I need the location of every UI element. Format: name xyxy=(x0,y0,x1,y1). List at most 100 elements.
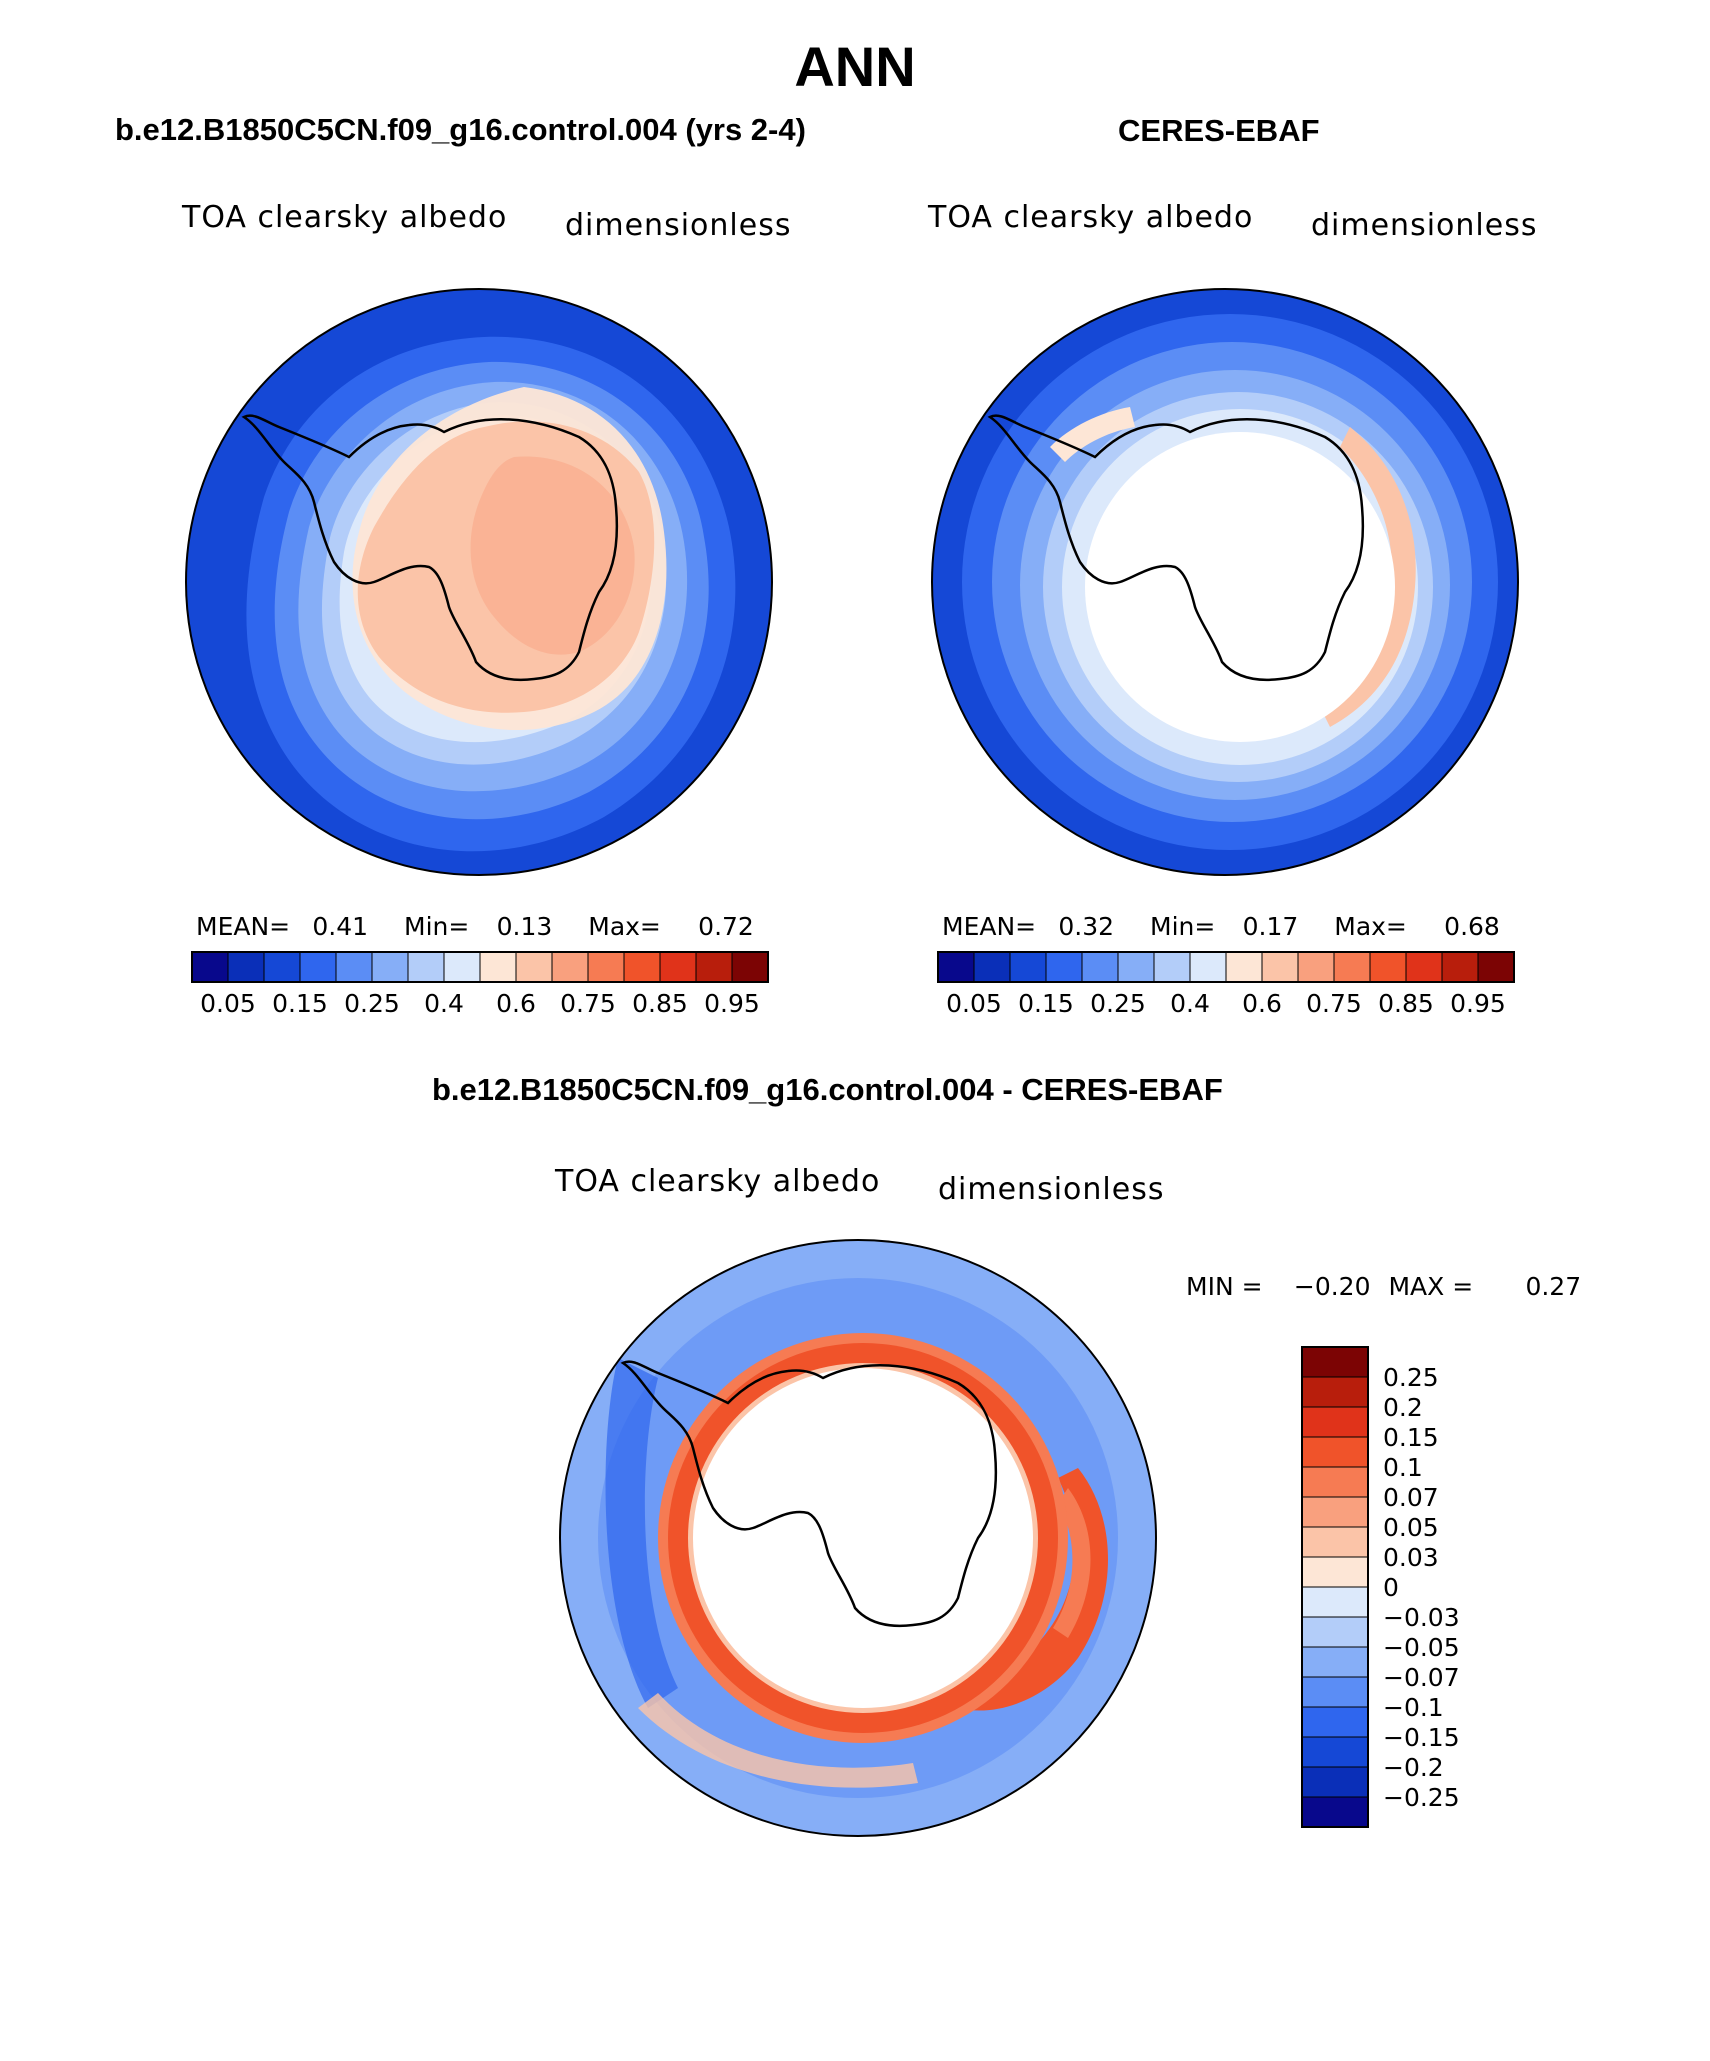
difference-colorbar-tick-label: −0.2 xyxy=(1383,1753,1444,1782)
panel-2-colorbar-swatch xyxy=(937,951,975,983)
difference-colorbar-frame xyxy=(1301,1346,1369,1828)
panel-2-colorbar-swatch xyxy=(973,951,1011,983)
panel-2-max-label: Max= xyxy=(1334,912,1407,941)
difference-colorbar-tick-label: 0.03 xyxy=(1383,1543,1439,1572)
difference-colorbar: 0.250.20.150.10.070.050.030−0.03−0.05−0.… xyxy=(1301,1346,1460,1828)
panel-3-max-value: 0.27 xyxy=(1525,1272,1582,1301)
panel-2-colorbar-tick-label: 0.6 xyxy=(1242,989,1282,1018)
difference-colorbar-tick-label: −0.25 xyxy=(1383,1783,1460,1812)
panel-2-colorbar-swatch xyxy=(1297,951,1335,983)
panel-1-title: b.e12.B1850C5CN.f09_g16.control.004 (yrs… xyxy=(115,112,806,147)
panel-1-map xyxy=(185,288,773,876)
panel-3-variable-label: TOA clearsky albedo xyxy=(555,1164,881,1199)
panel-1-units-label: dimensionless xyxy=(565,208,792,243)
panel-1-max-value: 0.72 xyxy=(698,912,754,941)
panel-2-colorbar-swatch xyxy=(1333,951,1371,983)
panel-2-mean-value: 0.32 xyxy=(1058,912,1115,941)
panel-2-colorbar-tick-label: 0.85 xyxy=(1378,989,1434,1018)
panel-2-stats: MEAN= 0.32 Min= 0.17 Max= 0.68 xyxy=(942,912,1500,941)
panel-2-colorbar: 0.05 0.15 0.25 0.4 0.6 0.75 0.85 0.95 xyxy=(937,951,1515,1018)
difference-colorbar-swatch xyxy=(1301,1466,1369,1498)
panel-2-colorbar-swatch xyxy=(1477,951,1515,983)
panel-2-colorbar-tick-label: 0.4 xyxy=(1170,989,1210,1018)
difference-colorbar-swatch xyxy=(1301,1586,1369,1618)
panel-1-colorbar-swatch xyxy=(479,951,517,983)
panel-1-mean-value: 0.41 xyxy=(312,912,369,941)
panel-2-units-label: dimensionless xyxy=(1311,208,1538,243)
difference-colorbar-tick-label: −0.03 xyxy=(1383,1603,1460,1632)
panel-1-max-label: Max= xyxy=(588,912,661,941)
difference-colorbar-swatch xyxy=(1301,1796,1369,1828)
panel-1-coastline xyxy=(241,414,619,682)
season-title: ANN xyxy=(794,35,916,98)
difference-colorbar-tick-label: −0.07 xyxy=(1383,1663,1460,1692)
panel-1-colorbar-tick-label: 0.85 xyxy=(632,989,688,1018)
difference-colorbar-tick-label: 0 xyxy=(1383,1573,1399,1602)
panel-2-coastline xyxy=(987,414,1365,682)
panel-3-min-label: MIN = xyxy=(1186,1272,1263,1301)
panel-2-colorbar-tick-label: 0.95 xyxy=(1450,989,1506,1018)
difference-colorbar-swatch xyxy=(1301,1436,1369,1468)
panel-2-colorbar-tick-label: 0.25 xyxy=(1090,989,1146,1018)
panel-1-colorbar-tick-label: 0.75 xyxy=(560,989,616,1018)
panel-1-colorbar-swatch xyxy=(263,951,301,983)
panel-1-variable-label: TOA clearsky albedo xyxy=(182,200,508,235)
difference-colorbar-tick-label: 0.05 xyxy=(1383,1513,1439,1542)
panel-3-map xyxy=(559,1239,1157,1837)
difference-colorbar-swatch xyxy=(1301,1496,1369,1528)
panel-1-colorbar-tick-label: 0.15 xyxy=(272,989,328,1018)
panel-1-colorbar-tick-label: 0.05 xyxy=(200,989,256,1018)
panel-2-colorbar-frame xyxy=(937,951,1515,983)
panel-1-colorbar-swatch xyxy=(587,951,625,983)
panel-1-colorbar-swatch xyxy=(191,951,229,983)
difference-colorbar-swatch xyxy=(1301,1706,1369,1738)
panel-3-min-value: −0.20 xyxy=(1293,1272,1371,1301)
difference-colorbar-tick-label: −0.15 xyxy=(1383,1723,1460,1752)
panel-1-min-label: Min= xyxy=(404,912,470,941)
panel-2-colorbar-tick-label: 0.05 xyxy=(946,989,1002,1018)
panel-1-colorbar-swatch xyxy=(443,951,481,983)
panel-1-colorbar-swatch xyxy=(407,951,445,983)
panel-1-colorbar: 0.05 0.15 0.25 0.4 0.6 0.75 0.85 0.95 xyxy=(191,951,769,1018)
difference-colorbar-tick-label: 0.07 xyxy=(1383,1483,1439,1512)
panel-1-colorbar-swatch xyxy=(659,951,697,983)
panel-1-colorbar-tick-label: 0.4 xyxy=(424,989,464,1018)
panel-1-colorbar-swatch xyxy=(335,951,373,983)
panel-2-map xyxy=(931,288,1519,876)
difference-colorbar-tick-label: −0.1 xyxy=(1383,1693,1444,1722)
panel-1-colorbar-swatch xyxy=(515,951,553,983)
difference-colorbar-swatch xyxy=(1301,1526,1369,1558)
panel-2-colorbar-tick-label: 0.75 xyxy=(1306,989,1362,1018)
panel-3-title: b.e12.B1850C5CN.f09_g16.control.004 - CE… xyxy=(432,1072,1223,1107)
panel-2-colorbar-swatch xyxy=(1117,951,1155,983)
difference-colorbar-tick-label: 0.25 xyxy=(1383,1363,1439,1392)
panel-1-colorbar-swatch xyxy=(551,951,589,983)
panel-1-stats: MEAN= 0.41 Min= 0.13 Max= 0.72 xyxy=(196,912,754,941)
panel-3-units-label: dimensionless xyxy=(938,1172,1165,1207)
difference-colorbar-swatch xyxy=(1301,1646,1369,1678)
panel-1-mean-label: MEAN= xyxy=(196,912,291,941)
panel-2-colorbar-swatch xyxy=(1225,951,1263,983)
panel-2-colorbar-swatch xyxy=(1261,951,1299,983)
panel-1-colorbar-tick-label: 0.95 xyxy=(704,989,760,1018)
difference-colorbar-tick-label: 0.15 xyxy=(1383,1423,1439,1452)
panel-2-colorbar-swatch xyxy=(1189,951,1227,983)
difference-colorbar-tick-label: 0.1 xyxy=(1383,1453,1423,1482)
panel-3-max-label: MAX = xyxy=(1388,1272,1474,1301)
panel-3-coastline xyxy=(620,1360,998,1628)
panel-2-min-label: Min= xyxy=(1150,912,1216,941)
difference-colorbar-swatch xyxy=(1301,1556,1369,1588)
difference-colorbar-swatch xyxy=(1301,1376,1369,1408)
panel-2-min-value: 0.17 xyxy=(1242,912,1299,941)
panel-2-variable-label: TOA clearsky albedo xyxy=(928,200,1254,235)
panel-2-max-value: 0.68 xyxy=(1444,912,1500,941)
panel-2-colorbar-swatch xyxy=(1045,951,1083,983)
difference-colorbar-swatch xyxy=(1301,1406,1369,1438)
difference-colorbar-tick-label: 0.2 xyxy=(1383,1393,1423,1422)
panel-2-colorbar-swatch xyxy=(1405,951,1443,983)
difference-colorbar-tick-label: −0.05 xyxy=(1383,1633,1460,1662)
panel-1-colorbar-swatch xyxy=(371,951,409,983)
difference-colorbar-swatch xyxy=(1301,1616,1369,1648)
panel-1-colorbar-swatch xyxy=(299,951,337,983)
panel-1-colorbar-tick-label: 0.6 xyxy=(496,989,536,1018)
